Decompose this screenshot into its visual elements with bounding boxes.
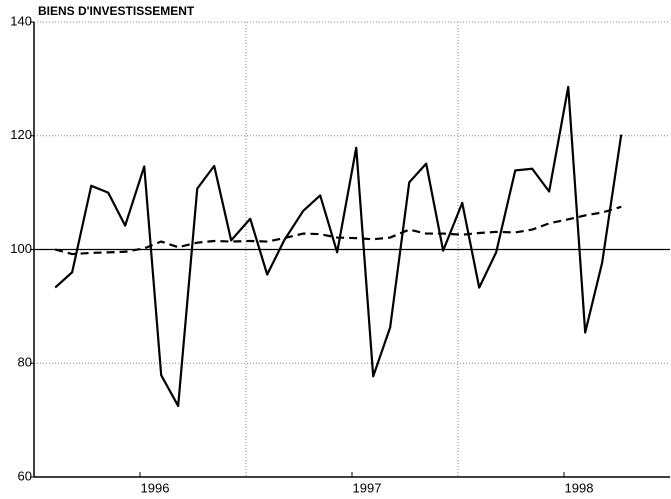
x-tick-label: 1998 xyxy=(565,480,594,495)
series-line xyxy=(54,85,623,408)
x-tick-label: 1996 xyxy=(141,480,170,495)
x-tick-label: 1997 xyxy=(353,480,382,495)
y-tick-label: 60 xyxy=(18,468,32,483)
y-tick-label: 80 xyxy=(18,355,32,370)
y-tick-label: 100 xyxy=(10,241,32,256)
series-line xyxy=(54,205,622,256)
chart-title: BIENS D'INVESTISSEMENT xyxy=(38,4,195,18)
y-tick-label: 140 xyxy=(10,13,32,28)
y-tick-label: 120 xyxy=(10,127,32,142)
